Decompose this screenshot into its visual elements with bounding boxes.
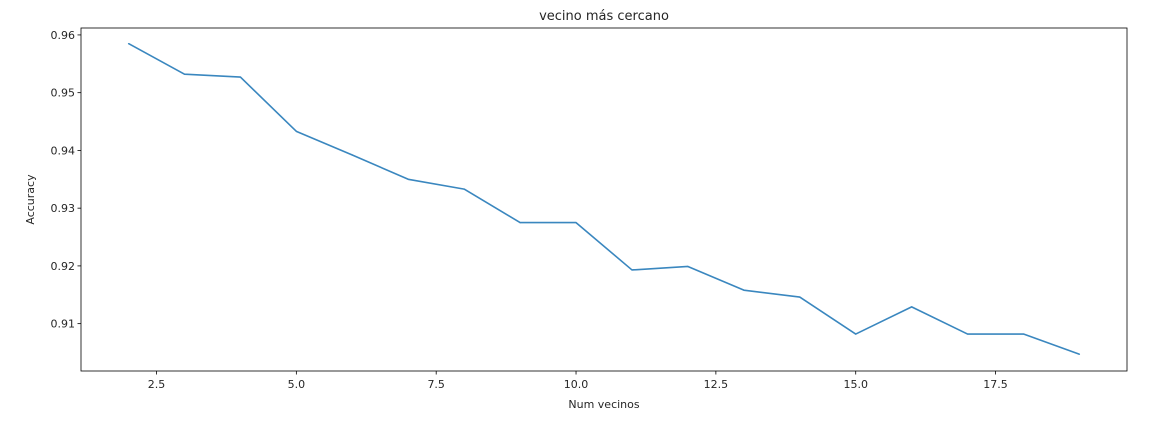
data-point xyxy=(575,221,577,224)
data-point xyxy=(743,289,745,291)
x-tick-label: 7.5 xyxy=(427,378,445,391)
y-axis-label: Accuracy xyxy=(24,174,37,225)
data-point xyxy=(519,221,521,224)
data-point xyxy=(1078,353,1081,355)
data-point xyxy=(687,265,689,268)
x-tick-label: 17.5 xyxy=(983,378,1008,391)
series-line xyxy=(128,42,1080,356)
data-point xyxy=(966,333,969,335)
y-tick-label: 0.96 xyxy=(51,29,76,42)
data-point xyxy=(799,296,801,298)
data-point xyxy=(351,154,353,156)
data-point xyxy=(911,306,913,308)
y-tick-label: 0.92 xyxy=(51,260,76,273)
data-point xyxy=(295,130,297,132)
chart-title: vecino más cercano xyxy=(539,9,669,24)
y-tick-label: 0.93 xyxy=(51,202,76,215)
data-point xyxy=(1022,333,1025,335)
plot-area xyxy=(80,27,1128,372)
data-point xyxy=(631,269,633,271)
x-tick-label: 15.0 xyxy=(843,378,868,391)
x-axis-ticks: 2.5 5.0 7.5 10.0 12.5 15.0 17.5 xyxy=(148,371,1008,391)
data-point xyxy=(855,333,857,335)
plot-frame xyxy=(80,27,1128,372)
data-point xyxy=(127,42,130,45)
x-tick-label: 10.0 xyxy=(564,378,589,391)
data-point xyxy=(183,73,186,75)
x-axis-label: Num vecinos xyxy=(568,398,639,411)
data-point xyxy=(407,178,409,180)
y-tick-label: 0.94 xyxy=(51,144,76,157)
x-tick-label: 12.5 xyxy=(704,378,729,391)
y-axis-ticks: 0.91 0.92 0.93 0.94 0.95 0.96 xyxy=(51,29,81,331)
data-point xyxy=(463,188,465,190)
y-tick-label: 0.95 xyxy=(51,87,76,100)
y-tick-label: 0.91 xyxy=(51,318,76,331)
x-tick-label: 2.5 xyxy=(148,378,166,391)
x-tick-label: 5.0 xyxy=(288,378,306,391)
data-point xyxy=(239,76,242,78)
